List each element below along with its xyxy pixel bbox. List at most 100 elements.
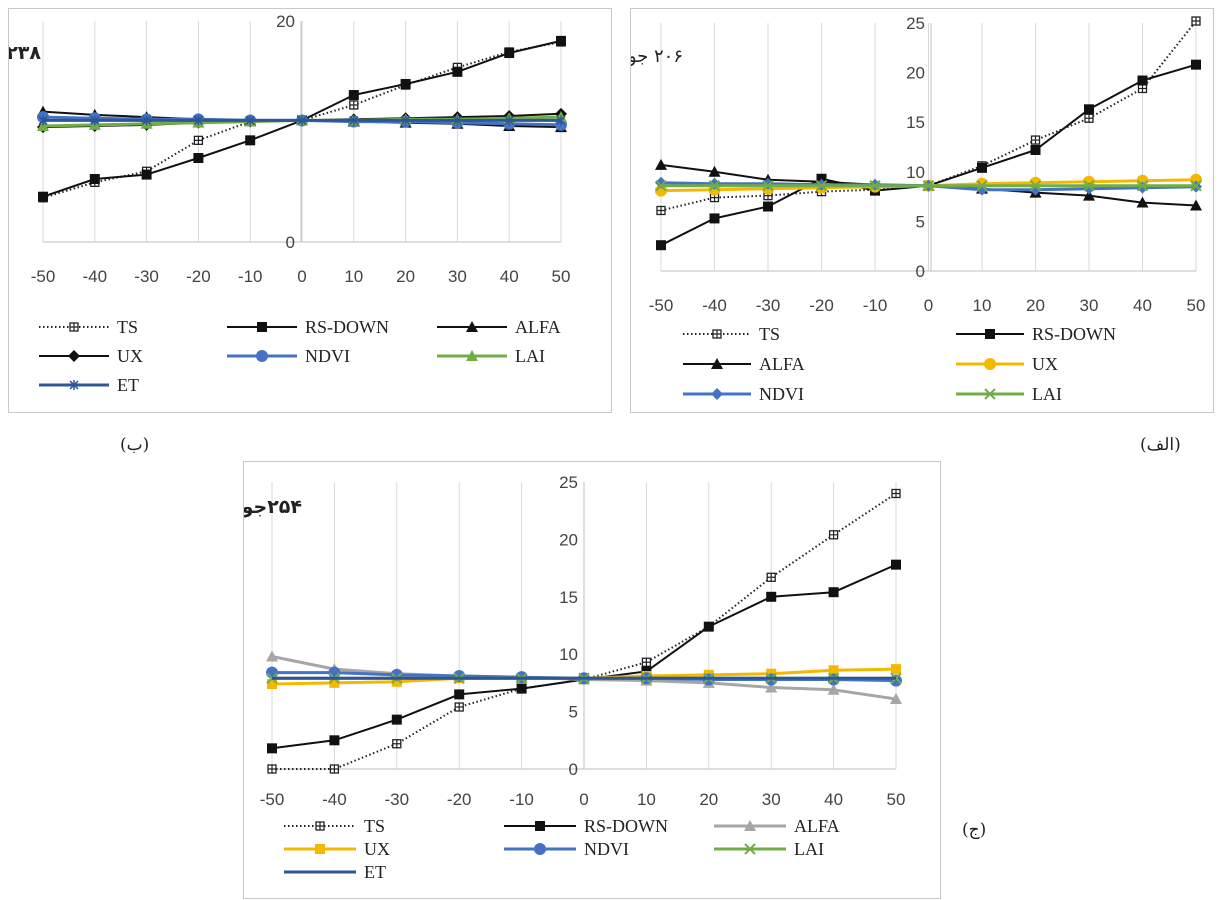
x-tick-label: -10 (238, 267, 263, 286)
data-point (1029, 179, 1042, 192)
data-point (245, 115, 255, 126)
y-tick-label: 10 (559, 645, 578, 664)
data-point (656, 205, 666, 216)
legend-label: LAI (515, 346, 545, 366)
x-tick-label: -50 (260, 790, 285, 809)
y-tick-label: 20 (906, 64, 925, 83)
legend-marker (985, 329, 995, 339)
grid (42, 21, 562, 243)
legend-item: LAI (956, 384, 1062, 404)
legend-item: ALFA (714, 816, 840, 836)
data-point (890, 692, 902, 704)
legend-label: RS-DOWN (305, 317, 389, 337)
x-tick-label: 0 (924, 296, 933, 315)
legend-item: NDVI (227, 346, 350, 366)
legend-marker (712, 329, 722, 339)
data-point (1083, 179, 1095, 192)
data-point (922, 179, 935, 192)
legend: TS RS-DOWN ALFA UX NDVI LAI ET (284, 816, 840, 882)
data-point (90, 115, 100, 126)
data-point (708, 165, 721, 177)
x-tick-label: 10 (973, 296, 992, 315)
data-point (89, 174, 100, 185)
data-point (891, 664, 901, 675)
chart-b-svg: 0 20 -50 -40 -30 -20 -10 0 10 20 30 40 50 ۲۳۸جولایی TS… (9, 12, 570, 395)
legend-label: ALFA (794, 816, 840, 836)
y-tick-label: 0 (569, 760, 578, 779)
data-point (655, 158, 667, 170)
data-point (504, 115, 514, 126)
legend-marker (984, 358, 996, 370)
data-point (401, 115, 411, 126)
x-tick-label: -40 (702, 296, 727, 315)
data-point (641, 657, 652, 667)
y-tick-label: 5 (916, 212, 925, 231)
data-point (454, 702, 464, 712)
legend-marker (744, 843, 756, 855)
data-point (141, 169, 152, 180)
data-point (38, 191, 48, 202)
data-point (828, 530, 839, 540)
legend-label: ALFA (759, 354, 805, 374)
chart-title: ۲۵۴جولایی (244, 496, 302, 518)
y-tick-label: 0 (286, 233, 295, 252)
legend-label: RS-DOWN (1032, 324, 1116, 344)
data-point (267, 679, 277, 690)
legend-label: TS (364, 816, 385, 836)
x-tick-label: 0 (579, 790, 588, 809)
data-point (266, 650, 278, 662)
x-tick-label: -40 (322, 790, 347, 809)
data-point (1083, 189, 1095, 201)
x-tick-label: 30 (1080, 296, 1099, 315)
data-point (1136, 179, 1149, 192)
x-tick-label: 50 (1187, 296, 1206, 315)
data-point (349, 100, 359, 110)
legend: TS RS-DOWN ALFA UX NDVI LAI ET (39, 317, 561, 395)
data-point (391, 714, 402, 725)
legend-item: ET (284, 862, 386, 882)
x-tick-label: 40 (824, 790, 843, 809)
data-point (890, 674, 902, 687)
x-tick-label: 20 (1026, 296, 1045, 315)
x-tick-label: 50 (887, 790, 906, 809)
legend-label: LAI (794, 839, 824, 859)
data-point (709, 213, 720, 224)
data-point (1084, 113, 1094, 123)
legend: TS RS-DOWN ALFA UX NDVI LAI (683, 324, 1116, 404)
y-tick-label: 20 (559, 530, 578, 549)
grid (660, 23, 1197, 272)
legend-label: UX (1032, 354, 1058, 374)
data-point (329, 677, 340, 688)
x-tick-label: -40 (83, 267, 108, 286)
grid (271, 482, 897, 770)
x-tick-label: 20 (699, 790, 718, 809)
data-point (193, 153, 204, 164)
data-point (765, 681, 778, 693)
data-point (328, 666, 341, 679)
legend-label: NDVI (584, 839, 629, 859)
legend-marker (534, 843, 546, 855)
y-tick-label: 20 (276, 12, 295, 31)
data-point (452, 66, 463, 77)
legend-item: RS-DOWN (227, 317, 389, 337)
data-point (504, 48, 515, 59)
caption-a: (الف) (1140, 435, 1181, 455)
legend-marker (466, 321, 478, 332)
data-point (656, 240, 666, 251)
data-point (38, 115, 48, 126)
legend-marker (315, 821, 325, 831)
legend-label: NDVI (759, 384, 804, 404)
chart-a-svg: 0 5 10 15 20 25 -50 -40 -30 -20 -10 0 10 20 30 40 50 ۲۰۶ … (631, 14, 1206, 404)
data-point (193, 115, 203, 126)
data-point (891, 488, 901, 499)
legend-item: UX (284, 839, 390, 859)
data-point (453, 670, 466, 683)
data-point (708, 179, 721, 192)
data-point (516, 683, 527, 694)
data-point (392, 739, 402, 749)
data-point (1136, 196, 1149, 208)
y-tick-label: 5 (569, 703, 578, 722)
data-point (891, 559, 901, 570)
legend-item: LAI (714, 839, 824, 859)
x-tick-label: -30 (385, 790, 410, 809)
